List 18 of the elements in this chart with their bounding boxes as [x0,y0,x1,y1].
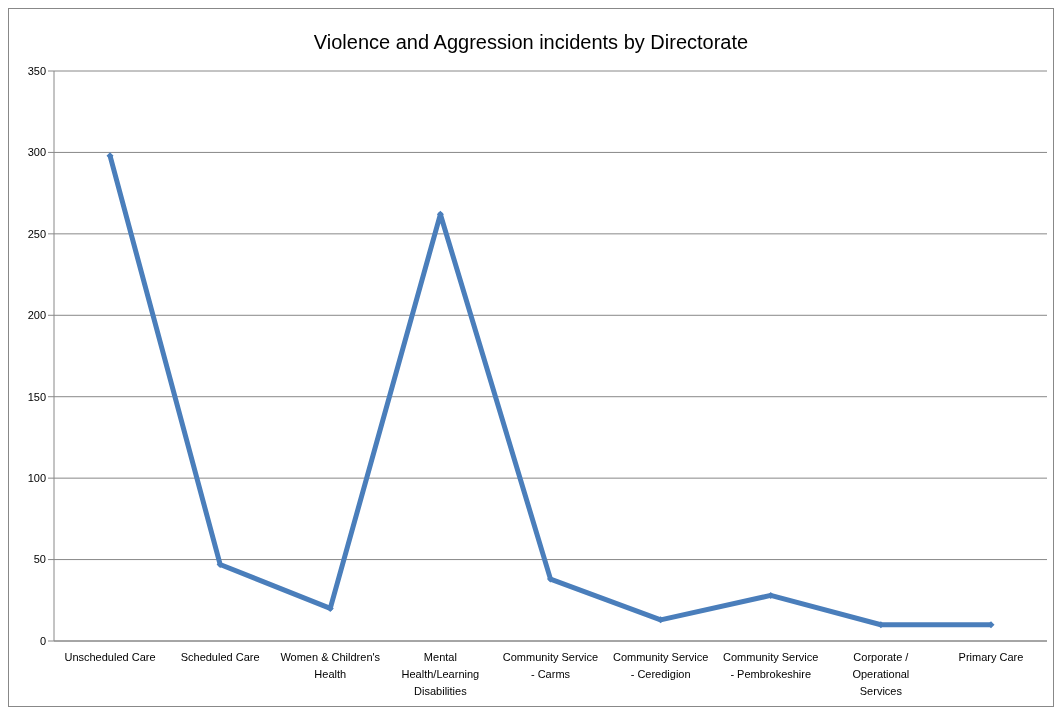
x-tick-label: Mental Health/Learning Disabilities [401,651,480,697]
x-tick-label: Community Service - Pembrokeshire [723,651,819,680]
y-tick-label: 0 [39,634,46,647]
x-tick-label: Corporate / Operational Services [852,651,910,697]
x-tick-label: Primary Care [958,651,1024,663]
y-tick-label: 350 [27,64,46,77]
x-tick-label: Community Service - Ceredigion [612,651,709,680]
y-tick-label: 200 [27,309,46,322]
x-tick-label: Scheduled Care [180,651,260,663]
chart-title: Violence and Aggression incidents by Directorate [312,31,750,55]
y-tick-label: 100 [27,472,46,485]
y-tick-label: 250 [27,227,46,240]
y-tick-label: 300 [27,146,46,159]
x-tick-label: Women & Children's Health [280,651,381,680]
x-tick-label: Community Service - Carms [502,651,599,680]
y-tick-label: 150 [27,390,46,403]
x-tick-label: Unscheduled Care [64,651,156,663]
y-tick-label: 50 [33,553,46,566]
